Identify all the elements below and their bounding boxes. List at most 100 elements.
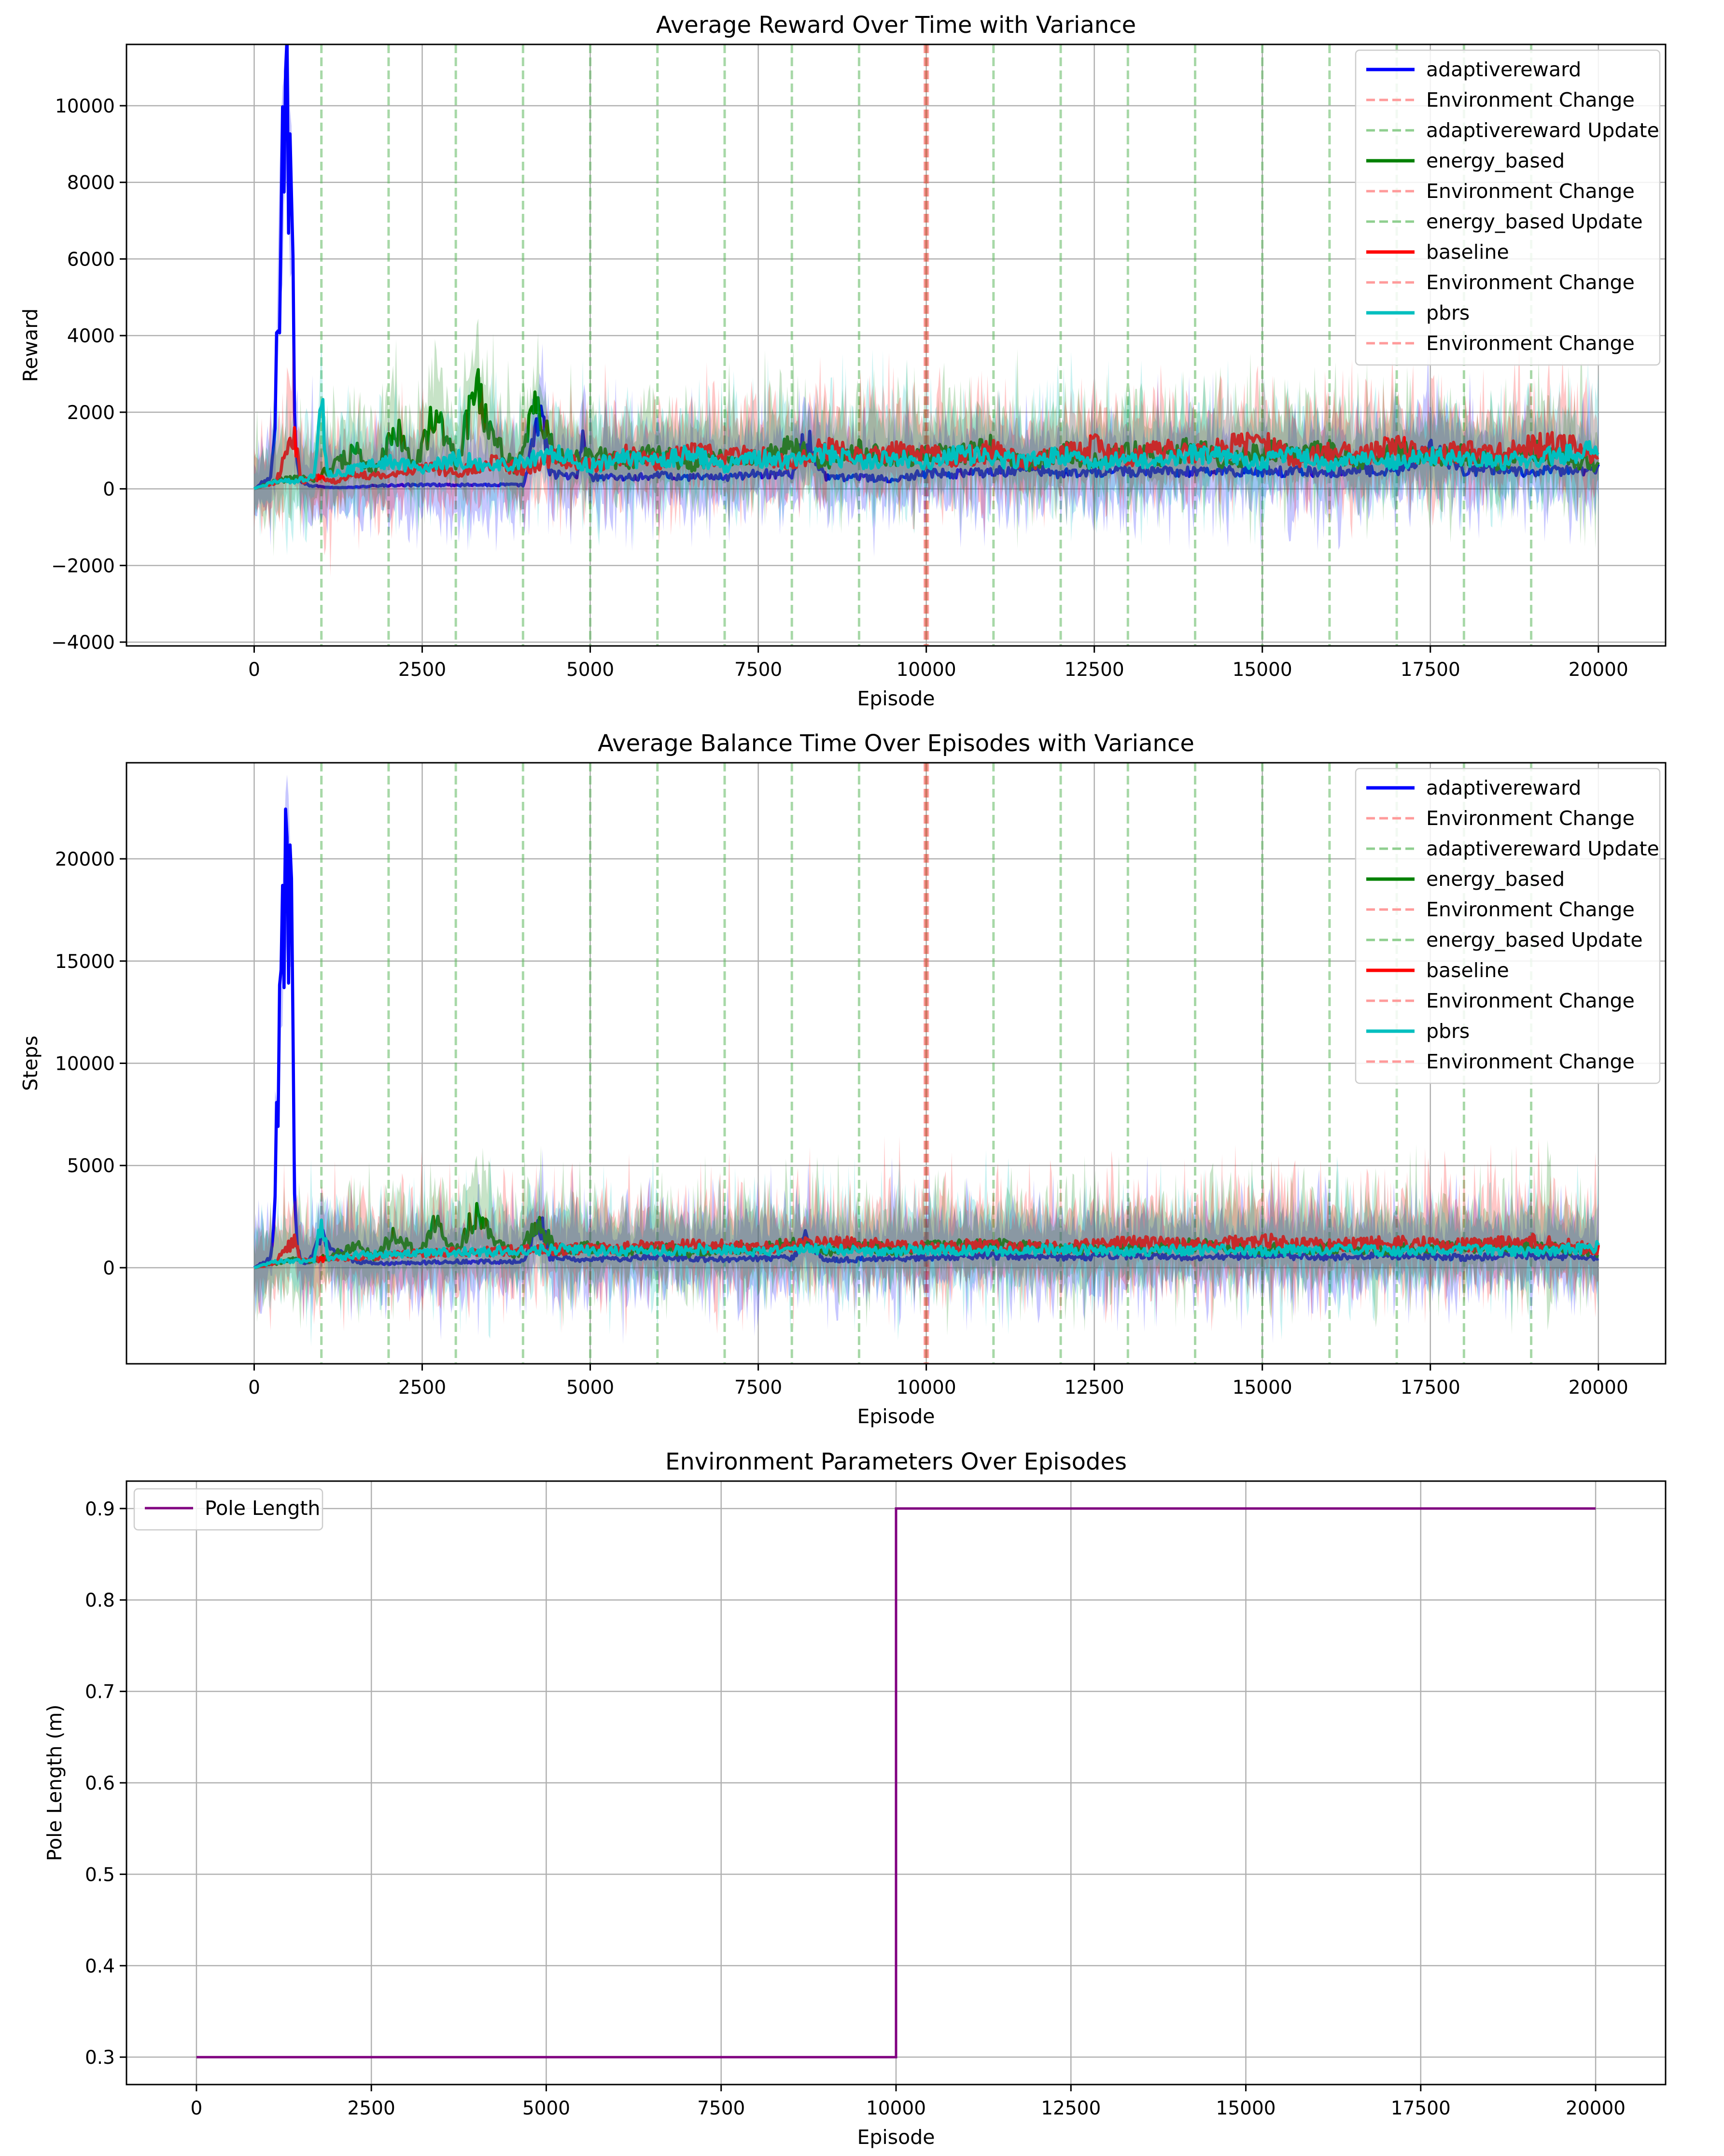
y-axis-label: Reward xyxy=(19,308,42,382)
chart-title: Environment Parameters Over Episodes xyxy=(665,1448,1127,1475)
chart-1: 0 2500 5000 7500 10000 12500 15000 17500 20000−4… xyxy=(19,12,1667,710)
x-tick-label: 12500 xyxy=(1065,659,1124,681)
y-tick-label: 0.3 xyxy=(85,2047,115,2069)
y-tick-label: 15000 xyxy=(55,951,115,973)
legend-label: Environment Change xyxy=(1426,807,1635,830)
legend-label: Environment Change xyxy=(1426,271,1635,294)
legend-label: baseline xyxy=(1426,240,1509,264)
legend-label: Environment Change xyxy=(1426,88,1635,112)
series-line-adaptivereward xyxy=(253,44,1600,490)
legend: adaptivereward Environment Change adaptive… xyxy=(1355,49,1661,366)
axes-frame xyxy=(126,43,1667,647)
x-tick-label: 10000 xyxy=(866,2098,926,2119)
x-axis-label: Episode xyxy=(857,1405,935,1428)
variance-band-energy_based xyxy=(254,1140,1598,1336)
legend-label: Environment Change xyxy=(1426,898,1635,921)
x-tick-label: 20000 xyxy=(1569,1377,1628,1399)
x-tick-label: 7500 xyxy=(734,1377,782,1399)
legend-label: pbrs xyxy=(1426,1020,1470,1043)
x-tick-label: 20000 xyxy=(1569,659,1628,681)
y-tick-label: 0.5 xyxy=(85,1864,115,1886)
legend-box xyxy=(133,1488,323,1531)
y-tick-label: −4000 xyxy=(51,632,115,654)
chart-3: 0 2500 5000 7500 10000 12500 15000 17500 20000 0.… xyxy=(43,1448,1667,2149)
x-tick-label: 0 xyxy=(248,659,260,681)
series-line-pbrs xyxy=(253,398,1599,490)
x-tick-label: 2500 xyxy=(398,1377,446,1399)
y-axis-label: Steps xyxy=(19,1036,42,1091)
y-tick-label: 4000 xyxy=(67,325,115,347)
legend-label: energy_based xyxy=(1426,149,1565,172)
y-tick-label: 10000 xyxy=(55,96,115,117)
legend-label: baseline xyxy=(1426,959,1509,982)
series-line-Pole Length xyxy=(196,1507,1596,2058)
y-tick-label: 6000 xyxy=(67,249,115,270)
legend: adaptivereward Environment Change adaptive… xyxy=(1355,768,1661,1084)
plot-area xyxy=(126,763,1666,1364)
chart-2: 0 2500 5000 7500 10000 12500 15000 17500 20000 0 5… xyxy=(19,730,1667,1428)
plot-area xyxy=(126,1481,1666,2085)
y-tick-label: 8000 xyxy=(67,172,115,194)
x-tick-label: 17500 xyxy=(1401,659,1460,681)
legend-box xyxy=(1355,49,1661,366)
variance-band-energy_based xyxy=(254,319,1598,557)
x-tick-label: 10000 xyxy=(897,1377,956,1399)
x-tick-label: 20000 xyxy=(1566,2098,1626,2119)
legend-label: pbrs xyxy=(1426,301,1470,324)
y-axis-label: Pole Length (m) xyxy=(43,1705,66,1861)
variance-band-adaptivereward xyxy=(254,774,1598,1344)
y-tick-label: 20000 xyxy=(55,849,115,870)
legend-label: energy_based Update xyxy=(1426,928,1643,952)
legend: Pole Length xyxy=(133,1488,323,1531)
x-tick-label: 7500 xyxy=(734,659,782,681)
y-tick-label: 0.4 xyxy=(85,1956,115,1977)
legend-label: energy_based Update xyxy=(1426,210,1643,233)
x-tick-label: 2500 xyxy=(348,2098,395,2119)
series-line-pbrs xyxy=(253,1218,1600,1270)
legend-label: Environment Change xyxy=(1426,332,1635,355)
x-tick-label: 5000 xyxy=(566,1377,614,1399)
x-tick-label: 17500 xyxy=(1391,2098,1451,2119)
variance-band-baseline xyxy=(254,1136,1598,1337)
x-axis-label: Episode xyxy=(857,687,935,710)
y-tick-label: 5000 xyxy=(67,1155,115,1177)
chart-title: Average Balance Time Over Episodes with … xyxy=(598,730,1194,757)
variance-band-pbrs xyxy=(254,337,1598,555)
plot-area xyxy=(126,44,1666,646)
legend-label: adaptivereward Update xyxy=(1426,119,1659,142)
x-axis-label: Episode xyxy=(857,2126,935,2149)
x-tick-label: 15000 xyxy=(1216,2098,1276,2119)
x-tick-label: 0 xyxy=(248,1377,260,1399)
y-tick-label: 0.7 xyxy=(85,1681,115,1703)
y-tick-label: 0 xyxy=(103,1258,115,1279)
legend-label: Environment Change xyxy=(1426,180,1635,203)
y-tick-label: 0 xyxy=(103,479,115,501)
y-tick-label: 0.8 xyxy=(85,1590,115,1611)
legend-label: adaptivereward xyxy=(1426,58,1581,81)
variance-band-adaptivereward xyxy=(254,48,1598,558)
y-tick-label: 10000 xyxy=(55,1053,115,1075)
x-tick-label: 15000 xyxy=(1233,1377,1292,1399)
legend-label: adaptivereward xyxy=(1426,776,1581,799)
x-tick-label: 10000 xyxy=(897,659,956,681)
legend-label: Pole Length xyxy=(205,1497,320,1520)
legend-label: adaptivereward Update xyxy=(1426,837,1659,860)
x-tick-label: 12500 xyxy=(1041,2098,1101,2119)
x-tick-label: 15000 xyxy=(1233,659,1292,681)
legend-label: Environment Change xyxy=(1426,1050,1635,1073)
y-tick-label: 0.6 xyxy=(85,1773,115,1794)
y-tick-label: 0.9 xyxy=(85,1498,115,1520)
x-tick-label: 5000 xyxy=(522,2098,570,2119)
y-tick-label: −2000 xyxy=(51,555,115,577)
legend-box xyxy=(1355,768,1661,1084)
y-tick-label: 2000 xyxy=(67,402,115,424)
x-tick-label: 2500 xyxy=(398,659,446,681)
x-tick-label: 17500 xyxy=(1401,1377,1460,1399)
x-tick-label: 7500 xyxy=(697,2098,745,2119)
x-tick-label: 5000 xyxy=(566,659,614,681)
x-tick-label: 12500 xyxy=(1065,1377,1124,1399)
chart-title: Average Reward Over Time with Variance xyxy=(656,12,1136,39)
legend-label: energy_based xyxy=(1426,868,1565,891)
legend-label: Environment Change xyxy=(1426,989,1635,1012)
